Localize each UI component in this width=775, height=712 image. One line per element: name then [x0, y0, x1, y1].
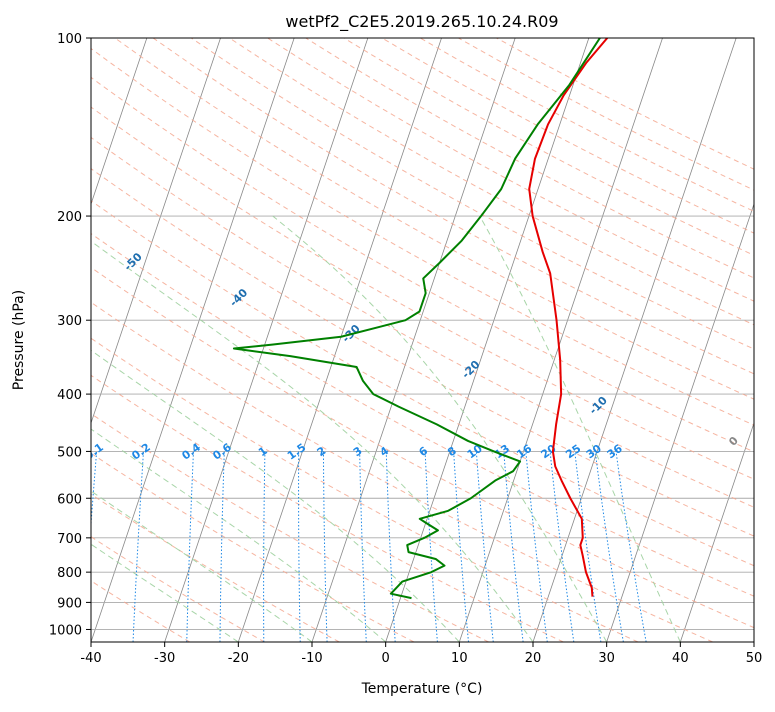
mixing-ratio-line [595, 451, 623, 642]
y-tick-label: 100 [57, 32, 82, 47]
isotherm-line [17, 38, 220, 642]
dry-adiabat-line [420, 38, 775, 642]
y-tick-label: 1000 [49, 623, 82, 638]
isotherm-line [754, 38, 775, 642]
mixing-ratio-label: 0.2 [129, 441, 152, 463]
x-tick-label: 20 [525, 651, 542, 666]
mixing-ratio-line [220, 451, 224, 642]
mixing-ratio-label: 20 [539, 442, 559, 462]
y-tick-label: 300 [57, 314, 82, 329]
x-tick-label: -30 [154, 651, 175, 666]
dewpoint-profile-line [234, 38, 600, 598]
moist-adiabat-line [57, 216, 533, 642]
dry-adiabat-line [0, 38, 265, 642]
y-tick-label: 400 [57, 388, 82, 403]
moist-adiabat-line [480, 216, 681, 642]
y-tick-label: 700 [57, 532, 82, 547]
mixing-ratio-line [299, 451, 301, 642]
mixing-ratio-line [187, 451, 194, 642]
plot-area: 0.10.20.40.611.52346810131620253036-100-… [0, 38, 775, 642]
chart-title: wetPf2_C2E5.2019.265.10.24.R09 [285, 12, 558, 32]
x-tick-label: -10 [301, 651, 322, 666]
isotherm-line [238, 38, 441, 642]
dry-adiabat-line [0, 38, 489, 642]
x-tick-label: 50 [746, 651, 763, 666]
y-tick-label: 500 [57, 445, 82, 460]
mixing-ratio-line [526, 451, 547, 642]
isotherm-line [459, 38, 662, 642]
mixing-ratio-line [476, 451, 493, 642]
x-tick-label: 30 [598, 651, 615, 666]
isotherm-line [680, 38, 775, 642]
isotherm-line [533, 38, 736, 642]
x-tick-label: 40 [672, 651, 689, 666]
mixing-ratio-label: 0.4 [180, 441, 204, 463]
moist-adiabat-line [0, 216, 312, 642]
mixing-ratio-label: 0.6 [210, 441, 234, 463]
dry-adiabat-label: -40 [227, 286, 250, 309]
dry-adiabat-line [115, 38, 775, 642]
x-tick-label: -20 [228, 651, 249, 666]
y-tick-label: 600 [57, 492, 82, 507]
dry-adiabat-label: -20 [459, 358, 482, 381]
x-tick-label: 0 [382, 651, 390, 666]
mixing-ratio-line [323, 451, 327, 642]
x-tick-label: -40 [80, 651, 101, 666]
mixing-ratio-line [616, 451, 646, 642]
dry-adiabat-line [191, 38, 775, 642]
y-tick-label: 200 [57, 210, 82, 225]
dry-adiabat-label: -60 [22, 214, 45, 237]
mixing-ratio-label: 36 [605, 442, 625, 462]
dry-adiabat-line [306, 38, 775, 642]
mixing-ratio-line [360, 451, 367, 642]
dry-adiabat-line [39, 38, 775, 642]
dry-adiabat-line [458, 38, 775, 642]
dry-adiabat-line [382, 38, 775, 642]
dry-adiabat-label: -50 [121, 250, 144, 273]
mixing-ratio-label: 16 [514, 442, 534, 462]
mixing-ratio-line [454, 451, 469, 642]
mixing-ratio-line [386, 451, 395, 642]
isotherm-line [165, 38, 368, 642]
x-axis-label: Temperature (°C) [361, 681, 483, 697]
moist-adiabat-line [0, 216, 238, 642]
y-axis-label: Pressure (hPa) [11, 290, 27, 390]
dry-adiabat-line [153, 38, 775, 642]
dry-adiabat-line [0, 38, 190, 642]
dry-adiabat-line [0, 38, 563, 642]
mixing-ratio-line [264, 451, 265, 642]
y-tick-label: 800 [57, 566, 82, 581]
dry-adiabat-line [0, 38, 713, 642]
moist-adiabat-line [273, 216, 607, 642]
mixing-ratio-label: 25 [563, 442, 583, 461]
x-tick-label: 10 [451, 651, 468, 666]
dry-adiabat-label: 0 [726, 434, 741, 449]
dry-adiabat-line [0, 38, 339, 642]
dry-adiabat-label: -10 [587, 394, 610, 417]
y-tick-label: 900 [57, 596, 82, 611]
